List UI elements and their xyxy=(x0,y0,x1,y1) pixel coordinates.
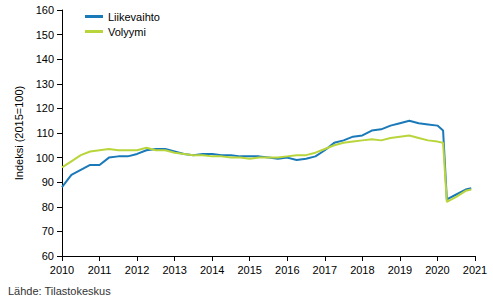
svg-text:60: 60 xyxy=(42,250,54,262)
svg-text:2011: 2011 xyxy=(88,264,112,276)
svg-text:2019: 2019 xyxy=(388,264,412,276)
svg-text:70: 70 xyxy=(42,225,54,237)
svg-text:2021: 2021 xyxy=(463,264,487,276)
svg-text:Lähde: Tilastokeskus: Lähde: Tilastokeskus xyxy=(8,285,111,297)
svg-text:80: 80 xyxy=(42,201,54,213)
svg-text:2014: 2014 xyxy=(200,264,224,276)
svg-text:160: 160 xyxy=(36,4,54,16)
svg-text:Indeksi (2015=100): Indeksi (2015=100) xyxy=(13,86,25,180)
svg-text:130: 130 xyxy=(36,78,54,90)
svg-text:Liikevaihto: Liikevaihto xyxy=(108,11,160,23)
svg-text:2018: 2018 xyxy=(350,264,374,276)
svg-text:2015: 2015 xyxy=(237,264,261,276)
svg-text:2016: 2016 xyxy=(275,264,299,276)
svg-text:100: 100 xyxy=(36,152,54,164)
svg-text:Volyymi: Volyymi xyxy=(108,26,146,38)
svg-text:90: 90 xyxy=(42,176,54,188)
svg-text:2020: 2020 xyxy=(425,264,449,276)
svg-text:140: 140 xyxy=(36,53,54,65)
svg-text:150: 150 xyxy=(36,29,54,41)
svg-text:120: 120 xyxy=(36,102,54,114)
svg-text:2017: 2017 xyxy=(313,264,337,276)
svg-text:2012: 2012 xyxy=(125,264,149,276)
svg-text:2013: 2013 xyxy=(162,264,186,276)
svg-text:110: 110 xyxy=(36,127,54,139)
svg-text:2010: 2010 xyxy=(50,264,74,276)
